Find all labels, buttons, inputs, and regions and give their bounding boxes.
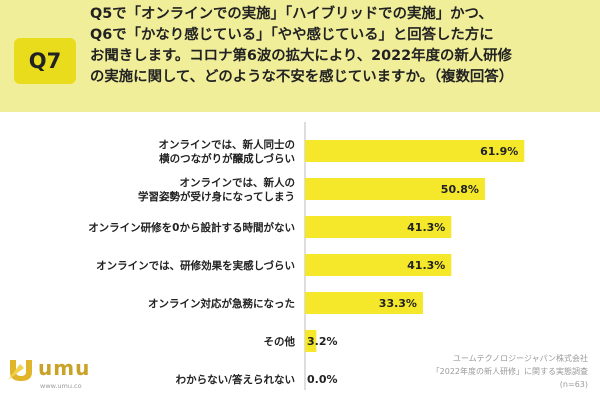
bar [305, 178, 485, 200]
umu-logo-mark-icon [8, 360, 32, 381]
category-label: オンライン対応が急務になった [148, 297, 295, 310]
value-label: 0.0% [307, 373, 338, 386]
category-label: その他 [264, 335, 296, 348]
question-badge: Q7 [14, 38, 76, 84]
bar [305, 140, 525, 162]
category-label: 横のつながりが醸成しづらい [159, 152, 295, 165]
source-sample: (n=63) [559, 380, 588, 389]
category-label: 学習姿勢が受け身になってしまう [138, 190, 295, 203]
value-label: 33.3% [379, 297, 417, 310]
bar [305, 292, 423, 314]
bar [305, 254, 452, 276]
category-label: オンラインでは、研修効果を実感しづらい [96, 259, 295, 272]
value-label: 41.3% [407, 221, 445, 234]
value-label: 50.8% [441, 183, 479, 196]
bar [305, 330, 317, 352]
value-label: 41.3% [407, 259, 445, 272]
value-label: 61.9% [480, 145, 518, 158]
bar-chart: オンラインでは、新人同士の 横のつながりが醸成しづらい 61.9% オンラインでは、新… [0, 118, 600, 400]
question-header: Q7 Q5で「オンラインでの実施」「ハイブリッドでの実施」かつ、 Q6で「かなり… [0, 0, 600, 112]
category-label: わからない/答えられない [176, 373, 295, 386]
logo-url: www.umu.co [40, 382, 82, 390]
question-line: Q5で「オンラインでの実施」「ハイブリッドでの実施」かつ、 [90, 6, 493, 22]
question-line: お聞きします。コロナ第6波の拡大により、2022年度の新人研修 [90, 48, 512, 64]
bar [305, 216, 452, 238]
question-text: Q5で「オンラインでの実施」「ハイブリッドでの実施」かつ、 Q6で「かなり感じて… [90, 4, 595, 88]
question-line: Q6で「かなり感じている」「やや感じている」と回答した方に [90, 27, 494, 43]
umu-logo: umu www.umu.co [6, 352, 126, 396]
value-label: 3.2% [307, 335, 338, 348]
category-label: オンライン研修を0から設計する時間がない [88, 221, 295, 234]
source-note: ユームテクノロジージャパン株式会社 「2022年度の新人研修」に関する実態調査 … [432, 352, 588, 391]
category-label: オンラインでは、新人の [180, 176, 296, 189]
source-survey: 「2022年度の新人研修」に関する実態調査 [431, 367, 588, 376]
category-label: オンラインでは、新人同士の [159, 138, 296, 151]
source-company: ユームテクノロジージャパン株式会社 [452, 354, 588, 363]
logo-text: umu [38, 356, 91, 380]
question-line: の実施に関して、どのような不安を感じていますか。（複数回答） [90, 69, 514, 85]
